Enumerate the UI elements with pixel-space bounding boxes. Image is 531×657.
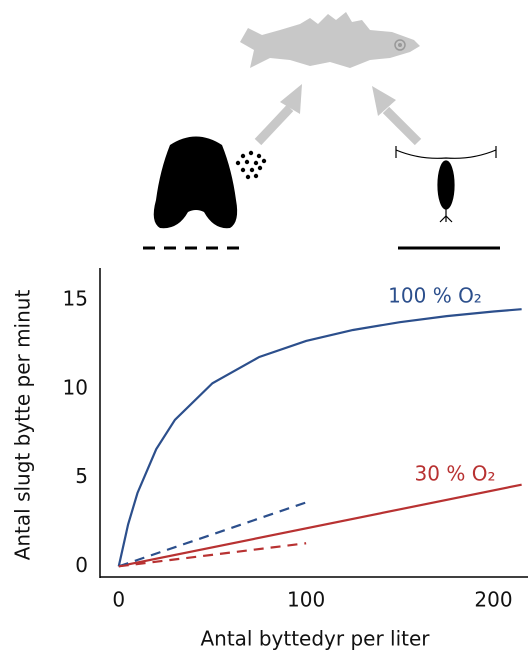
series-line xyxy=(118,483,522,568)
y-tick-label: 0 xyxy=(75,553,88,577)
series-line xyxy=(118,542,307,568)
x-tick-label: 0 xyxy=(112,588,125,612)
prey-blob xyxy=(153,136,267,229)
y-tick-label: 10 xyxy=(63,375,88,399)
line-annotation: 100 % O₂ xyxy=(388,284,482,308)
arrows xyxy=(254,84,422,146)
x-tick-label: 200 xyxy=(474,588,512,612)
y-tick-label: 5 xyxy=(75,464,88,488)
fish-illustration xyxy=(240,12,420,68)
x-tick-label: 100 xyxy=(287,588,325,612)
copepod xyxy=(395,146,497,223)
line-annotation: 30 % O₂ xyxy=(415,462,496,486)
y-tick-label: 15 xyxy=(63,286,88,310)
y-axis-label: Antal slugt bytte per minut xyxy=(11,290,35,561)
series-line xyxy=(117,308,522,567)
x-axis-label: Antal byttedyr per liter xyxy=(200,627,430,651)
